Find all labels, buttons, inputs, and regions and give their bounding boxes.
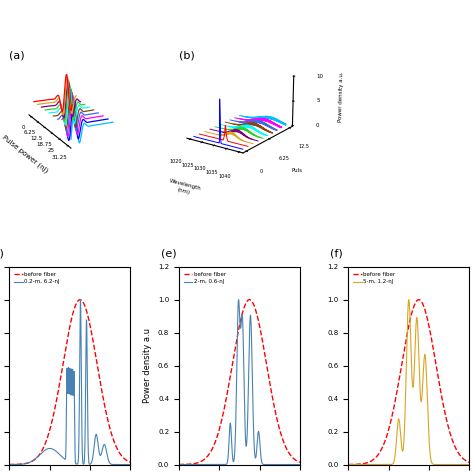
before fiber [293,458,299,464]
Legend: before fiber, 2-m, 0.6-nJ: before fiber, 2-m, 0.6-nJ [182,269,228,287]
0.2-m, 6.2-nJ [124,462,130,467]
5-m, 1.2-nJ [346,462,351,467]
Line: before fiber: before fiber [9,300,130,465]
before fiber [77,297,83,302]
before fiber [176,462,182,467]
2-m, 0.6-nJ [232,453,237,458]
Text: (e): (e) [161,249,176,259]
Legend: before fiber, 5-m, 1.2-nJ: before fiber, 5-m, 1.2-nJ [351,269,398,287]
5-m, 1.2-nJ [441,462,447,467]
0.2-m, 6.2-nJ [78,297,83,302]
0.2-m, 6.2-nJ [13,462,18,467]
Line: before fiber: before fiber [348,300,469,465]
before fiber [65,331,71,337]
before fiber [124,458,130,464]
5-m, 1.2-nJ [466,462,472,467]
before fiber [246,297,252,302]
before fiber [352,462,357,467]
Legend: before fiber, 0.2-m, 6.2-nJ: before fiber, 0.2-m, 6.2-nJ [12,269,62,287]
2-m, 0.6-nJ [293,462,299,467]
Text: (d): (d) [0,249,4,259]
5-m, 1.2-nJ [406,297,411,302]
2-m, 0.6-nJ [236,297,241,302]
before fiber [235,331,240,337]
2-m, 0.6-nJ [271,462,277,467]
before fiber [346,462,351,467]
before fiber [232,349,237,355]
before fiber [404,331,410,337]
5-m, 1.2-nJ [463,462,469,467]
0.2-m, 6.2-nJ [128,462,133,467]
before fiber [401,349,407,355]
before fiber [466,459,472,465]
before fiber [297,459,303,465]
before fiber [62,349,68,355]
Y-axis label: Puls: Puls [292,168,302,173]
before fiber [463,458,469,464]
Y-axis label: Power density a.u: Power density a.u [143,328,152,403]
0.2-m, 6.2-nJ [7,462,12,467]
5-m, 1.2-nJ [463,462,469,467]
5-m, 1.2-nJ [404,332,410,337]
before fiber [441,403,447,409]
5-m, 1.2-nJ [401,438,407,444]
2-m, 0.6-nJ [293,462,299,467]
before fiber [271,403,277,409]
0.2-m, 6.2-nJ [65,365,71,371]
2-m, 0.6-nJ [176,462,182,467]
Y-axis label: Pulse power (nJ): Pulse power (nJ) [0,135,49,174]
before fiber [102,403,108,409]
2-m, 0.6-nJ [182,462,188,467]
Line: 5-m, 1.2-nJ: 5-m, 1.2-nJ [348,300,469,465]
before fiber [128,459,133,465]
Text: (a): (a) [9,50,25,60]
0.2-m, 6.2-nJ [102,442,108,448]
Text: (b): (b) [179,50,195,60]
2-m, 0.6-nJ [235,314,240,320]
Line: before fiber: before fiber [179,300,300,465]
before fiber [463,458,469,464]
before fiber [182,462,188,467]
Text: (f): (f) [330,249,343,259]
before fiber [13,462,18,467]
before fiber [7,462,12,467]
before fiber [124,458,130,464]
Line: 0.2-m, 6.2-nJ: 0.2-m, 6.2-nJ [9,300,130,465]
0.2-m, 6.2-nJ [62,456,68,462]
before fiber [416,297,422,302]
before fiber [293,458,299,464]
0.2-m, 6.2-nJ [124,462,130,467]
2-m, 0.6-nJ [297,462,303,467]
X-axis label: Wavelength
(nm): Wavelength (nm) [167,179,201,197]
5-m, 1.2-nJ [352,462,357,467]
Line: 2-m, 0.6-nJ: 2-m, 0.6-nJ [179,300,300,465]
